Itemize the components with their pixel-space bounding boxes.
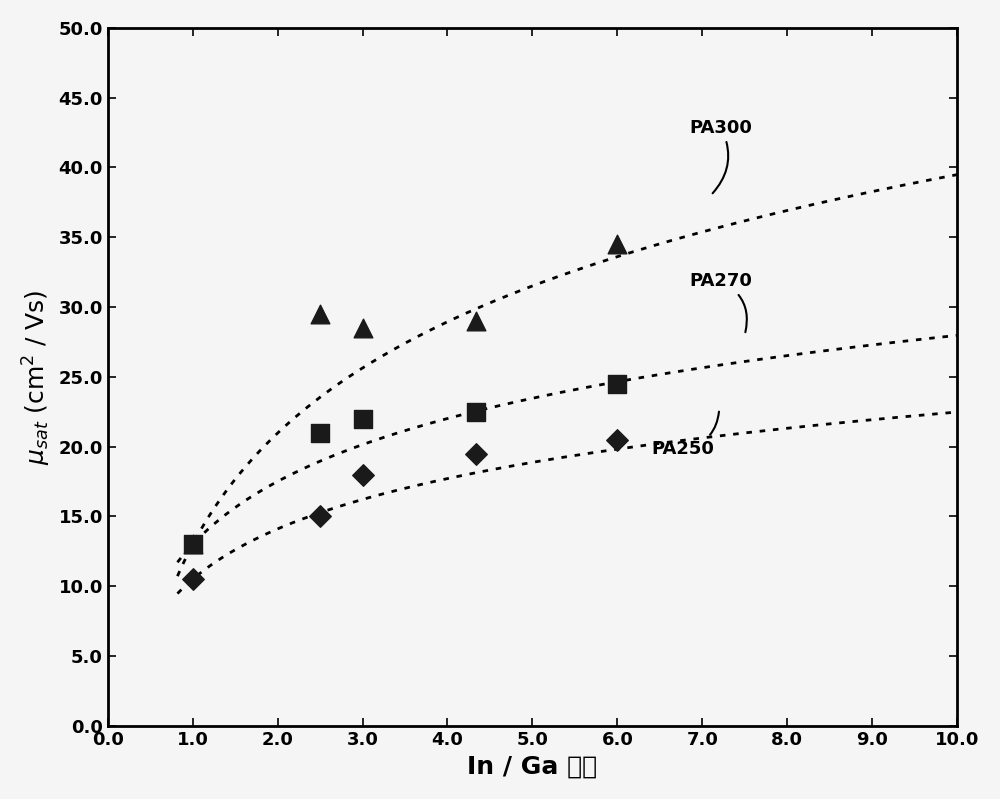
Point xyxy=(609,238,625,251)
Point xyxy=(468,447,484,460)
X-axis label: In / Ga 比例: In / Ga 比例 xyxy=(467,754,597,778)
Point xyxy=(185,573,201,586)
Text: PA300: PA300 xyxy=(689,118,752,193)
Point xyxy=(185,538,201,551)
Point xyxy=(609,377,625,390)
Y-axis label: $\mu_{sat}$ (cm$^2$ / Vs): $\mu_{sat}$ (cm$^2$ / Vs) xyxy=(21,289,53,464)
Point xyxy=(355,468,371,481)
Text: PA270: PA270 xyxy=(689,272,752,332)
Point xyxy=(185,538,201,551)
Text: PA250: PA250 xyxy=(651,411,719,458)
Point xyxy=(468,405,484,418)
Point xyxy=(355,321,371,334)
Point xyxy=(355,412,371,425)
Point xyxy=(312,510,328,523)
Point xyxy=(312,426,328,439)
Point xyxy=(312,308,328,320)
Point xyxy=(468,315,484,328)
Point xyxy=(609,433,625,446)
